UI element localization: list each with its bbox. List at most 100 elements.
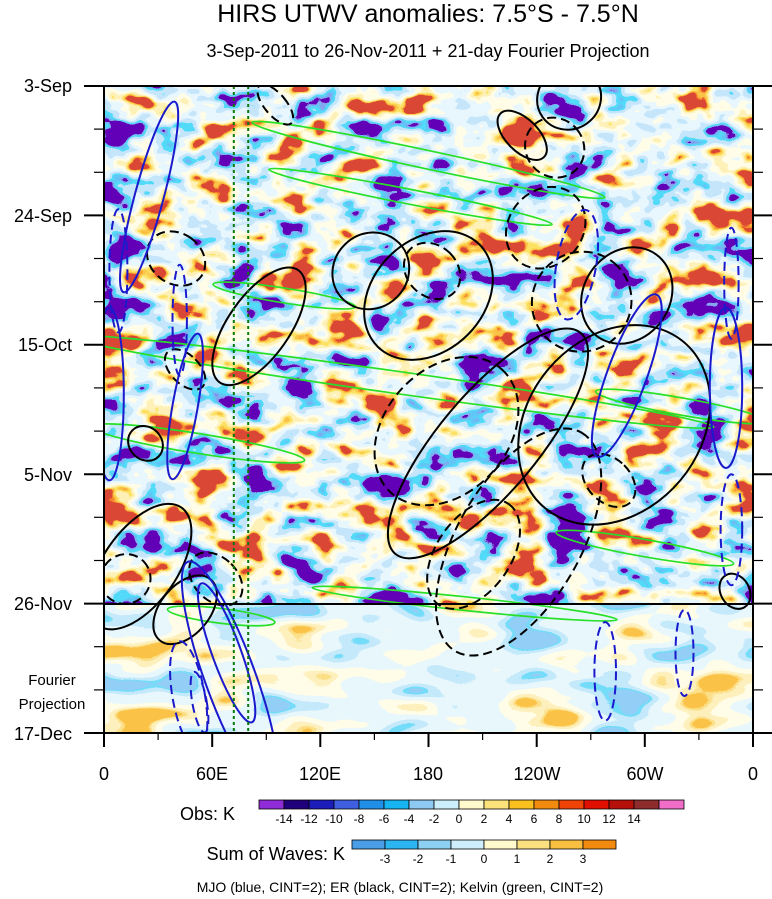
x-tick-label: 120E bbox=[299, 764, 341, 784]
waves-colorbar-ticks: -3 -2 -1 0 1 2 3 bbox=[380, 852, 587, 866]
mjo-contour bbox=[119, 100, 180, 294]
obs-colorbar-tick: 8 bbox=[556, 812, 563, 826]
y-tick-label: 26-Nov bbox=[14, 594, 72, 614]
axis-ticks bbox=[84, 85, 772, 747]
plot-area bbox=[84, 85, 772, 747]
obs-colorbar-tick: 2 bbox=[481, 812, 488, 826]
mjo-contour bbox=[169, 640, 209, 733]
kelvin-contour bbox=[268, 167, 553, 227]
waves-colorbar-tick: -1 bbox=[446, 852, 457, 866]
obs-colorbar-tick: -2 bbox=[429, 812, 440, 826]
waves-colorbar-tick: -3 bbox=[380, 852, 391, 866]
obs-colorbar-swatch bbox=[358, 799, 385, 810]
er-contour bbox=[363, 230, 494, 361]
y-axis-labels: 3-Sep 24-Sep 15-Oct 5-Nov 26-Nov 17-Dec bbox=[14, 76, 72, 744]
obs-colorbar-swatch bbox=[408, 799, 435, 810]
obs-colorbar-swatch bbox=[333, 799, 360, 810]
waves-colorbar-label: Sum of Waves: K bbox=[207, 844, 345, 864]
obs-colorbar-tick: 12 bbox=[602, 812, 616, 826]
obs-colorbar-swatch bbox=[258, 799, 285, 810]
obs-colorbar-label: Obs: K bbox=[180, 804, 235, 824]
x-tick-label: 0 bbox=[748, 764, 758, 784]
wave-contours bbox=[104, 86, 753, 733]
mjo-contour bbox=[180, 560, 280, 733]
er-contour bbox=[188, 551, 244, 607]
mjo-contour bbox=[708, 306, 744, 469]
obs-colorbar-swatch bbox=[508, 799, 535, 810]
obs-colorbar-tick: -6 bbox=[379, 812, 390, 826]
obs-colorbar-swatch bbox=[483, 799, 510, 810]
kelvin-contour bbox=[104, 423, 306, 464]
y-tick-label: 5-Nov bbox=[24, 465, 72, 485]
waves-colorbar-tick: 1 bbox=[514, 852, 521, 866]
obs-colorbar-tick: 4 bbox=[506, 812, 513, 826]
x-tick-label: 0 bbox=[99, 764, 109, 784]
obs-colorbar-swatch bbox=[458, 799, 485, 810]
obs-colorbar-tick: -4 bbox=[404, 812, 415, 826]
waves-colorbar bbox=[351, 839, 617, 850]
waves-colorbar-swatch bbox=[417, 839, 452, 850]
x-tick-label: 120W bbox=[513, 764, 560, 784]
er-contour bbox=[402, 241, 462, 301]
mjo-contour bbox=[166, 332, 204, 481]
er-contour bbox=[536, 86, 603, 131]
y-tick-label: 15-Oct bbox=[18, 335, 72, 355]
y-tick-label: 3-Sep bbox=[24, 76, 72, 96]
x-tick-label: 60W bbox=[626, 764, 663, 784]
er-contour bbox=[256, 86, 295, 126]
kelvin-contour bbox=[104, 334, 715, 430]
obs-colorbar-tick: -14 bbox=[275, 812, 293, 826]
obs-colorbar-swatch bbox=[658, 799, 685, 810]
obs-colorbar-swatch bbox=[308, 799, 335, 810]
x-axis-labels: 0 60E 120E 180 120W 60W 0 bbox=[99, 764, 758, 784]
er-contour bbox=[581, 452, 637, 509]
obs-colorbar-swatch bbox=[533, 799, 560, 810]
mjo-contour bbox=[196, 582, 257, 724]
obs-colorbar-tick: 6 bbox=[531, 812, 538, 826]
obs-colorbar bbox=[258, 799, 685, 810]
x-tick-label: 60E bbox=[196, 764, 228, 784]
mjo-contour bbox=[723, 226, 740, 340]
obs-colorbar-swatch bbox=[633, 799, 660, 810]
footer-caption: MJO (blue, CINT=2); ER (black, CINT=2); … bbox=[197, 879, 604, 895]
obs-colorbar-swatch bbox=[583, 799, 610, 810]
waves-colorbar-tick: 3 bbox=[580, 852, 587, 866]
waves-colorbar-tick: -2 bbox=[413, 852, 424, 866]
er-contour bbox=[104, 502, 193, 631]
waves-colorbar-swatch bbox=[450, 839, 485, 850]
waves-colorbar-tick: 2 bbox=[547, 852, 554, 866]
waves-colorbar-swatch bbox=[351, 839, 386, 850]
mjo-contour bbox=[674, 608, 695, 698]
er-contour bbox=[524, 116, 586, 179]
waves-colorbar-swatch bbox=[516, 839, 551, 850]
mjo-contour bbox=[108, 208, 129, 334]
waves-colorbar-swatch bbox=[549, 839, 584, 850]
projected-anomaly-field bbox=[104, 603, 753, 733]
obs-colorbar-swatch bbox=[608, 799, 635, 810]
obs-colorbar-swatch bbox=[558, 799, 585, 810]
er-contour bbox=[496, 109, 548, 161]
er-contour bbox=[386, 327, 590, 560]
obs-colorbar-swatch bbox=[433, 799, 460, 810]
mjo-contour bbox=[553, 208, 600, 321]
y-tick-label: 24-Sep bbox=[14, 206, 72, 226]
mjo-contour bbox=[719, 473, 744, 587]
anomaly-field bbox=[104, 86, 753, 733]
mjo-contour bbox=[593, 621, 618, 722]
er-contour bbox=[530, 250, 633, 353]
y-tick-label: 17-Dec bbox=[14, 724, 72, 744]
obs-colorbar-tick: 10 bbox=[577, 812, 591, 826]
kelvin-contour bbox=[594, 388, 753, 425]
waves-colorbar-swatch bbox=[582, 839, 617, 850]
kelvin-contour bbox=[311, 585, 618, 622]
mjo-contour bbox=[104, 306, 125, 482]
chart-title: HIRS UTWV anomalies: 7.5°S - 7.5°N bbox=[217, 0, 639, 28]
kelvin-contour bbox=[555, 529, 735, 567]
obs-colorbar-tick: -12 bbox=[300, 812, 318, 826]
waves-colorbar-tick: 0 bbox=[481, 852, 488, 866]
observed-anomaly-field bbox=[104, 86, 753, 604]
x-tick-label: 180 bbox=[413, 764, 443, 784]
er-contour bbox=[163, 348, 207, 391]
projection-label-line1: Fourier bbox=[28, 672, 76, 689]
